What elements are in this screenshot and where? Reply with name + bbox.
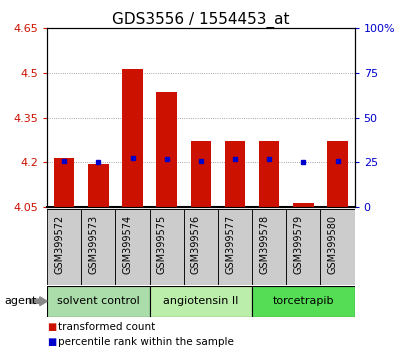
Bar <box>156 92 177 207</box>
Text: GSM399573: GSM399573 <box>88 215 98 274</box>
Text: GSM399580: GSM399580 <box>327 215 337 274</box>
Bar <box>252 286 354 317</box>
Bar <box>190 141 211 207</box>
Bar <box>320 209 354 285</box>
Bar <box>81 209 115 285</box>
Text: transformed count: transformed count <box>58 322 155 332</box>
Text: GSM399576: GSM399576 <box>191 215 200 274</box>
Text: GSM399572: GSM399572 <box>54 215 64 274</box>
Text: percentile rank within the sample: percentile rank within the sample <box>58 337 234 347</box>
Bar <box>224 141 245 207</box>
Text: GSM399575: GSM399575 <box>156 215 166 274</box>
Bar <box>258 141 279 207</box>
Text: GSM399577: GSM399577 <box>225 215 234 274</box>
Text: torcetrapib: torcetrapib <box>272 296 333 306</box>
Bar <box>115 209 149 285</box>
Text: solvent control: solvent control <box>57 296 139 306</box>
Bar <box>54 158 74 207</box>
Text: agent: agent <box>4 296 36 306</box>
Bar <box>326 141 347 207</box>
Bar <box>183 209 218 285</box>
Bar <box>252 209 285 285</box>
Bar <box>47 286 149 317</box>
Bar <box>149 209 183 285</box>
Bar <box>88 165 108 207</box>
Bar <box>218 209 252 285</box>
Bar <box>122 69 142 207</box>
Text: ■: ■ <box>47 337 56 347</box>
Text: angiotensin II: angiotensin II <box>163 296 238 306</box>
Text: GSM399579: GSM399579 <box>293 215 303 274</box>
Title: GDS3556 / 1554453_at: GDS3556 / 1554453_at <box>112 12 289 28</box>
Bar <box>285 209 320 285</box>
Text: GSM399574: GSM399574 <box>122 215 132 274</box>
Text: GSM399578: GSM399578 <box>258 215 269 274</box>
Bar <box>47 209 81 285</box>
Bar <box>292 202 313 207</box>
Bar <box>149 286 252 317</box>
Text: ■: ■ <box>47 322 56 332</box>
